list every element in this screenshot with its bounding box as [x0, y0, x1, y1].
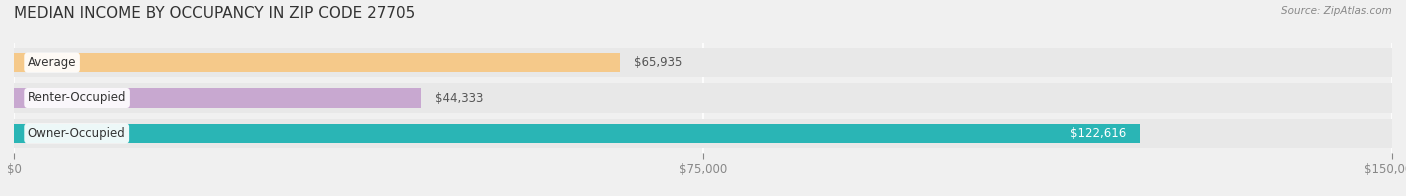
Bar	[14, 83, 1392, 113]
Text: Average: Average	[28, 56, 76, 69]
Bar	[14, 119, 1392, 148]
Text: Owner-Occupied: Owner-Occupied	[28, 127, 125, 140]
Bar	[14, 53, 620, 72]
Text: Renter-Occupied: Renter-Occupied	[28, 92, 127, 104]
Text: $65,935: $65,935	[634, 56, 682, 69]
Text: MEDIAN INCOME BY OCCUPANCY IN ZIP CODE 27705: MEDIAN INCOME BY OCCUPANCY IN ZIP CODE 2…	[14, 6, 415, 21]
Bar	[14, 48, 1392, 77]
Text: Source: ZipAtlas.com: Source: ZipAtlas.com	[1281, 6, 1392, 16]
Bar	[14, 88, 422, 108]
Text: $44,333: $44,333	[434, 92, 484, 104]
Text: $122,616: $122,616	[1070, 127, 1126, 140]
Bar	[14, 124, 1140, 143]
